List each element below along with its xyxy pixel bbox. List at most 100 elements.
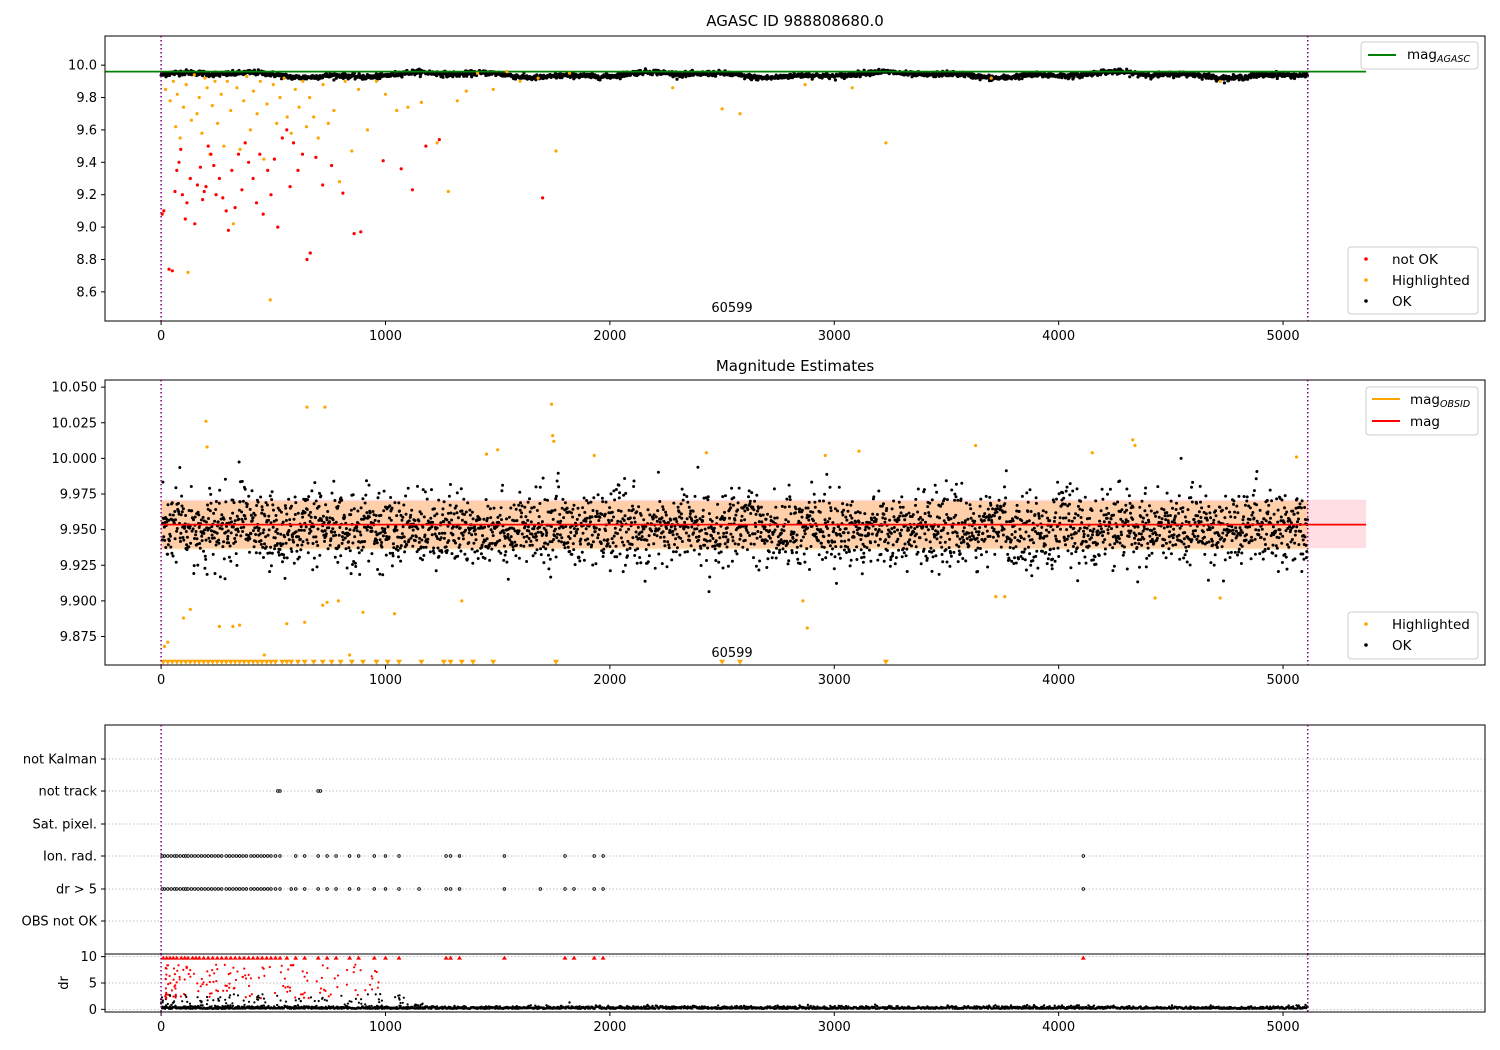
ok-point [961, 529, 965, 533]
panel-magnitude-estimates: Magnitude Estimates 0 1000 2000 3000 4000 500… [52, 357, 1486, 688]
ok-point [826, 520, 830, 524]
ok-point [422, 554, 426, 557]
ok-point [681, 498, 685, 502]
ok-point [897, 518, 901, 522]
ok-point [786, 520, 790, 524]
ok-point [380, 526, 384, 530]
ok-point [636, 547, 640, 551]
ok-point [180, 504, 184, 508]
ok-point [764, 517, 768, 521]
ok-point [361, 545, 365, 549]
ok-point [1003, 502, 1007, 506]
ok-point [721, 566, 725, 570]
ok-point [421, 558, 424, 562]
ok-point [997, 498, 1001, 502]
ok-point [218, 74, 222, 78]
ok-point [1015, 503, 1019, 507]
ok-point [273, 547, 277, 551]
ok-point [855, 545, 859, 549]
ok-point [712, 526, 716, 530]
ok-point [575, 531, 578, 535]
legend-label-ok: OK [1392, 294, 1413, 310]
ok-point [661, 505, 665, 509]
ok-point [707, 512, 711, 516]
ok-point [609, 492, 613, 496]
ok-point [502, 544, 506, 548]
ok-point [1028, 488, 1032, 492]
ok-point [601, 555, 605, 558]
ok-point [888, 564, 892, 568]
ok-point [691, 509, 695, 513]
ok-point [548, 557, 552, 561]
ok-point [949, 517, 953, 521]
ok-point [630, 521, 633, 525]
ok-point [639, 513, 643, 517]
ok-point [391, 542, 395, 546]
ok-point [614, 488, 618, 491]
ok-point [885, 549, 889, 552]
ok-point [841, 513, 845, 517]
ok-point [267, 514, 271, 518]
ok-point [974, 556, 978, 560]
ok-point [870, 518, 874, 522]
ok-point [813, 500, 817, 504]
ok-point [712, 530, 716, 534]
ok-point [470, 75, 474, 79]
not-ok-point [179, 147, 183, 151]
ok-point [336, 504, 340, 508]
ok-point [518, 490, 522, 494]
ok-point [929, 546, 933, 550]
ok-point [318, 553, 322, 557]
ok-point [522, 544, 526, 548]
ok-point [348, 528, 352, 532]
ok-point [613, 498, 617, 502]
ok-point [755, 536, 759, 540]
ok-point [214, 500, 218, 503]
highlighted-point [357, 87, 361, 91]
ok-point [295, 549, 299, 553]
ok-point [510, 542, 514, 546]
ok-point [291, 535, 294, 539]
ok-point [534, 485, 538, 489]
ok-point [373, 518, 377, 522]
ok-point [800, 515, 804, 519]
ok-point [316, 527, 320, 531]
ok-point [626, 554, 629, 558]
ok-point [633, 554, 637, 557]
ok-point [557, 539, 561, 543]
highlighted-point [332, 108, 336, 113]
ok-point [204, 538, 208, 542]
ok-point [502, 558, 506, 562]
ok-point [675, 546, 679, 550]
ok-point [632, 516, 636, 520]
ok-point [743, 509, 747, 513]
ok-point [269, 74, 273, 78]
ok-point [353, 561, 357, 565]
ok-point [283, 504, 287, 508]
ok-point [345, 566, 349, 570]
ok-point [360, 548, 364, 552]
ok-point [235, 563, 239, 567]
ok-point [234, 552, 238, 556]
ok-point [455, 511, 459, 515]
ok-point [535, 548, 539, 552]
ok-point [778, 548, 782, 552]
ok-point [877, 489, 881, 493]
ok-point [943, 540, 947, 544]
ok-point [208, 540, 212, 543]
ok-point [483, 525, 487, 529]
ok-point [166, 552, 170, 556]
ok-point [365, 511, 369, 515]
ok-point [722, 531, 726, 535]
panel2-plot-area [160, 402, 1367, 665]
ok-point [737, 542, 740, 546]
ok-point [754, 512, 758, 516]
ok-point [202, 531, 206, 535]
ok-point [803, 532, 807, 536]
highlighted-point [174, 125, 178, 129]
ok-point [314, 499, 318, 503]
ok-point [332, 78, 336, 82]
ok-point [948, 537, 952, 541]
ok-point [912, 540, 916, 544]
ok-point [349, 513, 353, 517]
